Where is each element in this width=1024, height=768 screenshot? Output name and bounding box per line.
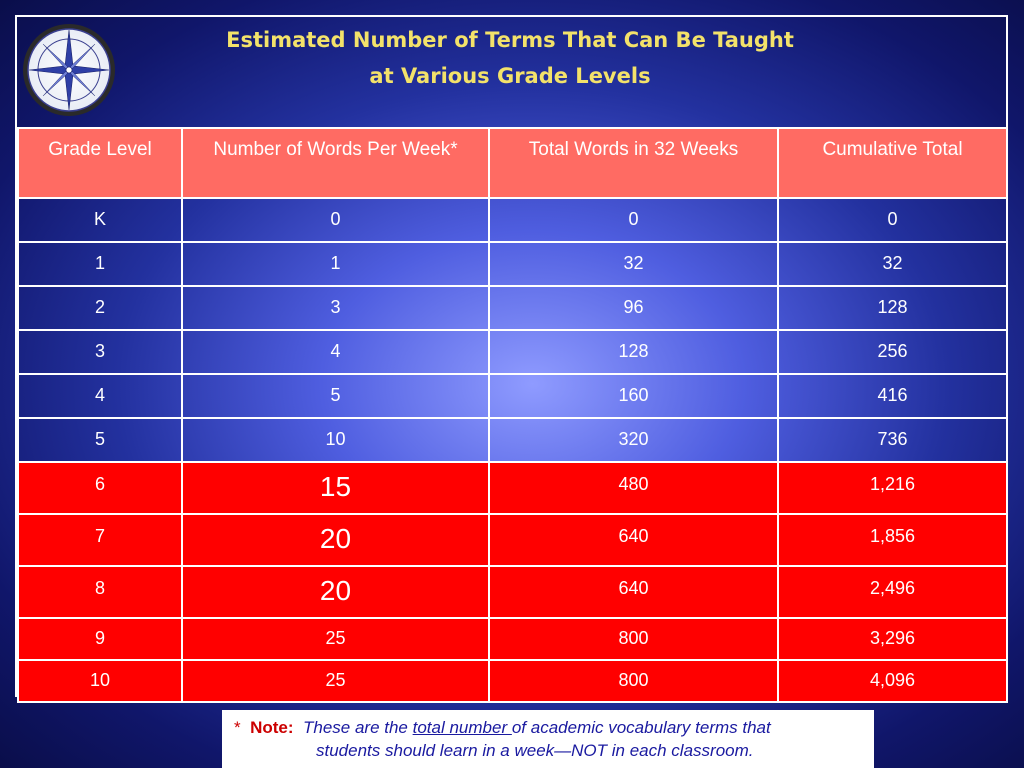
cell-grade: 7 [17, 513, 183, 567]
title-line-1: Estimated Number of Terms That Can Be Ta… [226, 28, 794, 52]
cell-cumulative: 3,296 [777, 617, 1008, 661]
cell-total-32-weeks: 32 [488, 241, 779, 287]
cell-total-32-weeks: 640 [488, 513, 779, 567]
header-cumulative-total: Cumulative Total [777, 127, 1008, 199]
cell-total-32-weeks: 96 [488, 285, 779, 331]
table-row-highlighted: 9 25 800 3,296 [17, 617, 1008, 661]
header-words-per-week: Number of Words Per Week* [181, 127, 490, 199]
cell-grade: 9 [17, 617, 183, 661]
table-row: 2 3 96 128 [17, 285, 1008, 331]
cell-grade: K [17, 197, 183, 243]
compass-rose-logo [23, 24, 115, 116]
cell-total-32-weeks: 0 [488, 197, 779, 243]
cell-words-per-week: 3 [181, 285, 490, 331]
cell-words-per-week: 15 [181, 461, 490, 515]
cell-total-32-weeks: 480 [488, 461, 779, 515]
cell-total-32-weeks: 128 [488, 329, 779, 375]
header-grade-level: Grade Level [17, 127, 183, 199]
table-row-highlighted: 10 25 800 4,096 [17, 659, 1008, 703]
slide-title: Estimated Number of Terms That Can Be Ta… [130, 22, 890, 94]
cell-grade: 2 [17, 285, 183, 331]
cell-words-per-week: 4 [181, 329, 490, 375]
cell-words-per-week: 1 [181, 241, 490, 287]
cell-cumulative: 4,096 [777, 659, 1008, 703]
cell-words-per-week: 0 [181, 197, 490, 243]
cell-cumulative: 256 [777, 329, 1008, 375]
footnote-asterisk: * [234, 718, 241, 737]
footnote-label: Note: [250, 718, 294, 737]
footnote-text-before: These are the [302, 718, 413, 737]
table-row: 3 4 128 256 [17, 329, 1008, 375]
cell-cumulative: 2,496 [777, 565, 1008, 619]
cell-grade: 1 [17, 241, 183, 287]
vocabulary-table: Grade Level Number of Words Per Week* To… [17, 127, 1008, 703]
cell-total-32-weeks: 160 [488, 373, 779, 419]
cell-total-32-weeks: 800 [488, 659, 779, 703]
cell-cumulative: 736 [777, 417, 1008, 463]
table-row-highlighted: 8 20 640 2,496 [17, 565, 1008, 619]
table-row: K 0 0 0 [17, 197, 1008, 243]
cell-cumulative: 416 [777, 373, 1008, 419]
cell-total-32-weeks: 800 [488, 617, 779, 661]
title-line-2: at Various Grade Levels [369, 64, 651, 88]
footnote-line-1: * Note: These are the total number of ac… [234, 716, 864, 739]
cell-cumulative: 32 [777, 241, 1008, 287]
footnote-line-2: students should learn in a week—NOT in e… [316, 741, 754, 760]
cell-words-per-week: 25 [181, 617, 490, 661]
cell-total-32-weeks: 320 [488, 417, 779, 463]
cell-cumulative: 128 [777, 285, 1008, 331]
footnote-box: * Note: These are the total number of ac… [222, 710, 874, 768]
cell-grade: 3 [17, 329, 183, 375]
cell-grade: 8 [17, 565, 183, 619]
footnote-text-after: of academic vocabulary terms that [511, 718, 771, 737]
cell-grade: 4 [17, 373, 183, 419]
cell-grade: 6 [17, 461, 183, 515]
table-row: 4 5 160 416 [17, 373, 1008, 419]
cell-words-per-week: 10 [181, 417, 490, 463]
cell-words-per-week: 20 [181, 513, 490, 567]
table-row: 5 10 320 736 [17, 417, 1008, 463]
table-row-highlighted: 6 15 480 1,216 [17, 461, 1008, 515]
header-total-32-weeks: Total Words in 32 Weeks [488, 127, 779, 199]
footnote-underlined: total number [412, 718, 512, 737]
cell-words-per-week: 5 [181, 373, 490, 419]
table-row: 1 1 32 32 [17, 241, 1008, 287]
cell-grade: 5 [17, 417, 183, 463]
cell-cumulative: 1,216 [777, 461, 1008, 515]
cell-cumulative: 1,856 [777, 513, 1008, 567]
cell-words-per-week: 25 [181, 659, 490, 703]
cell-grade: 10 [17, 659, 183, 703]
cell-words-per-week: 20 [181, 565, 490, 619]
cell-cumulative: 0 [777, 197, 1008, 243]
table-header-row: Grade Level Number of Words Per Week* To… [17, 127, 1008, 199]
cell-total-32-weeks: 640 [488, 565, 779, 619]
table-row-highlighted: 7 20 640 1,856 [17, 513, 1008, 567]
